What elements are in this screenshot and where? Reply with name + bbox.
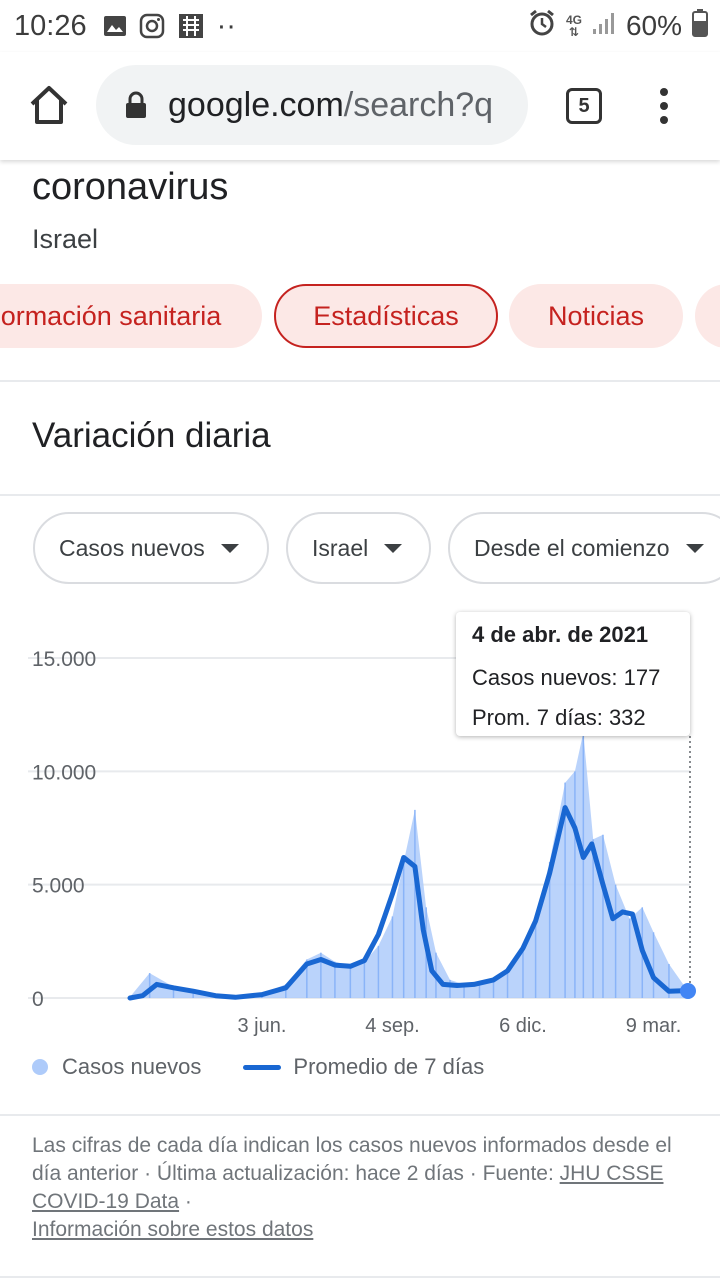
lock-icon: [126, 91, 146, 118]
legend-cases-label: Casos nuevos: [62, 1054, 202, 1079]
footnote-description: Las cifras de cada día indican los casos…: [32, 1134, 672, 1185]
status-bar: 10:26 ·· 4G ⇅ 60%: [0, 0, 720, 52]
divider: [0, 1114, 720, 1116]
hover-point: [680, 983, 696, 999]
section-title: Variación diaria: [32, 416, 271, 455]
battery-percent: 60%: [625, 10, 682, 41]
x-tick-label: 3 jun.: [237, 1015, 286, 1037]
y-tick-label: 0: [32, 988, 44, 1011]
network-type: 4G ⇅: [565, 13, 582, 39]
more-notifications-indicator: ··: [216, 9, 236, 42]
region-dropdown-label: Israel: [312, 534, 369, 561]
tab-switcher-button[interactable]: 5: [566, 88, 602, 124]
range-dropdown-label: Desde el comienzo: [474, 534, 670, 561]
url-path: /search?q: [343, 85, 494, 124]
data-info-link[interactable]: Información sobre estos datos: [32, 1218, 314, 1241]
tooltip-7day-average: Prom. 7 días: 332: [472, 705, 646, 730]
legend-average-swatch: [243, 1064, 282, 1070]
dropdown-arrow-icon: [220, 543, 239, 553]
chart-tooltip: 4 de abr. de 2021 Casos nuevos: 177 Prom…: [456, 612, 690, 736]
x-tick-label: 6 dic.: [499, 1015, 547, 1037]
x-tick-label: 9 mar.: [626, 1015, 682, 1037]
address-bar[interactable]: google.com/search?q: [96, 65, 528, 145]
image-notification-icon: [103, 15, 127, 37]
chip-overflow[interactable]: [695, 284, 720, 348]
url-host: google.com: [168, 85, 344, 124]
search-query-title: coronavirus: [32, 166, 229, 208]
home-button[interactable]: [26, 82, 72, 128]
chart-legend: Casos nuevos Promedio de 7 días: [32, 1052, 484, 1082]
dropdown-arrow-icon: [384, 543, 403, 553]
topic-chips: ormación sanitaria Estadísticas Noticias: [0, 284, 720, 348]
filter-row: Casos nuevos Israel Desde el comienzo: [0, 512, 720, 584]
clock: 10:26: [14, 9, 87, 42]
average-line: [127, 805, 693, 1001]
divider: [0, 494, 720, 496]
tooltip-new-cases: Casos nuevos: 177: [472, 665, 661, 690]
footnote: Las cifras de cada día indican los casos…: [32, 1134, 672, 1241]
location-subtitle: Israel: [32, 224, 99, 254]
battery-icon: [692, 8, 708, 44]
footnote-updated: Última actualización: hace 2 días: [156, 1162, 464, 1185]
divider: [0, 380, 720, 382]
metric-dropdown[interactable]: Casos nuevos: [33, 512, 269, 584]
range-dropdown[interactable]: Desde el comienzo: [448, 512, 720, 584]
browser-toolbar: google.com/search?q 5: [0, 52, 720, 160]
instagram-icon: [139, 13, 165, 39]
metric-dropdown-label: Casos nuevos: [59, 534, 205, 561]
y-tick-label: 15.000: [32, 648, 96, 671]
signal-icon: [592, 10, 616, 42]
dropdown-arrow-icon: [685, 543, 704, 553]
tooltip-date: 4 de abr. de 2021: [472, 622, 649, 647]
home-icon: [30, 86, 68, 124]
divider: [0, 1276, 720, 1278]
x-tick-label: 4 sep.: [365, 1015, 419, 1037]
app-notification-icon: [177, 12, 205, 40]
chip-health-info[interactable]: ormación sanitaria: [0, 284, 262, 348]
y-tick-label: 5.000: [32, 875, 85, 898]
source-link[interactable]: JHU CSSE COVID-19 Data: [32, 1162, 664, 1213]
overflow-menu-button[interactable]: [652, 86, 676, 126]
region-dropdown[interactable]: Israel: [286, 512, 431, 584]
footnote-source-label: Fuente:: [482, 1162, 560, 1185]
y-tick-label: 10.000: [32, 761, 96, 784]
chip-news[interactable]: Noticias: [509, 284, 683, 348]
legend-cases-swatch: [32, 1059, 48, 1075]
legend-average-label: Promedio de 7 días: [293, 1054, 485, 1079]
more-vert-icon: [660, 88, 668, 124]
alarm-icon: [528, 9, 556, 44]
chip-statistics[interactable]: Estadísticas: [274, 284, 498, 348]
